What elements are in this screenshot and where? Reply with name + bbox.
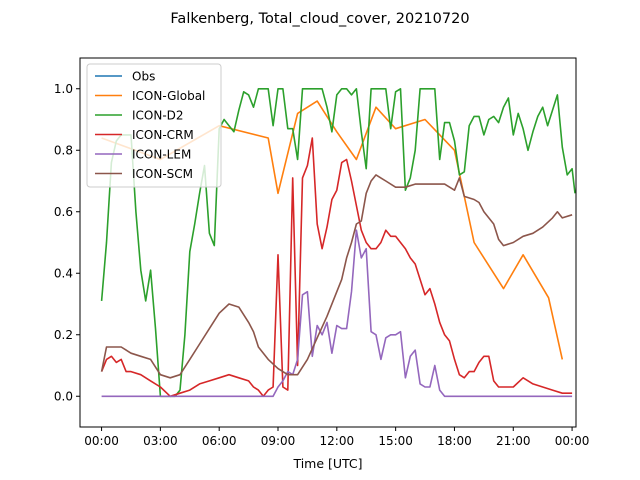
x-axis-label: Time [UTC] bbox=[292, 456, 362, 471]
series-line-icon-crm bbox=[100, 137, 573, 398]
legend-label: ICON-CRM bbox=[132, 128, 194, 142]
x-tick-label: 15:00 bbox=[378, 434, 413, 448]
legend-label: ICON-SCM bbox=[132, 167, 193, 181]
x-tick-label: 12:00 bbox=[320, 434, 355, 448]
x-tick-label: 09:00 bbox=[261, 434, 296, 448]
y-tick-label: 0.6 bbox=[54, 205, 73, 219]
legend-label: Obs bbox=[132, 70, 155, 84]
x-tick-label: 21:00 bbox=[496, 434, 531, 448]
legend-label: ICON-Global bbox=[132, 89, 205, 103]
y-tick-label: 1.0 bbox=[54, 82, 73, 96]
legend: Obs ICON-Global ICON-D2 ICON-CRM ICON-LEM ICO… bbox=[86, 63, 222, 188]
x-tick-label: 06:00 bbox=[202, 434, 237, 448]
x-tick-label: 18:00 bbox=[437, 434, 472, 448]
series-line-icon-d2 bbox=[100, 88, 576, 398]
legend-label: ICON-D2 bbox=[132, 109, 184, 123]
y-tick-label: 0.0 bbox=[54, 389, 73, 403]
chart-title: Falkenberg, Total_cloud_cover, 20210720 bbox=[170, 11, 469, 27]
x-tick-label: 03:00 bbox=[143, 434, 178, 448]
y-tick-label: 0.2 bbox=[54, 328, 73, 342]
series-line-icon-scm bbox=[100, 174, 573, 379]
x-axis: 00:00 03:00 06:00 09:00 12:00 15:00 18:00 21:00… bbox=[84, 427, 589, 448]
y-tick-label: 0.8 bbox=[54, 143, 73, 157]
x-tick-label: 00:00 bbox=[555, 434, 590, 448]
y-axis: 0.0 0.2 0.4 0.6 0.8 1.0 bbox=[54, 82, 80, 403]
series-line-icon-global bbox=[101, 100, 564, 360]
x-tick-label: 00:00 bbox=[84, 434, 119, 448]
axes-frame bbox=[79, 57, 577, 428]
y-tick-label: 0.4 bbox=[54, 266, 73, 280]
legend-label: ICON-LEM bbox=[132, 148, 191, 162]
series-line-icon-lem bbox=[101, 229, 573, 398]
series-layer bbox=[100, 88, 576, 398]
